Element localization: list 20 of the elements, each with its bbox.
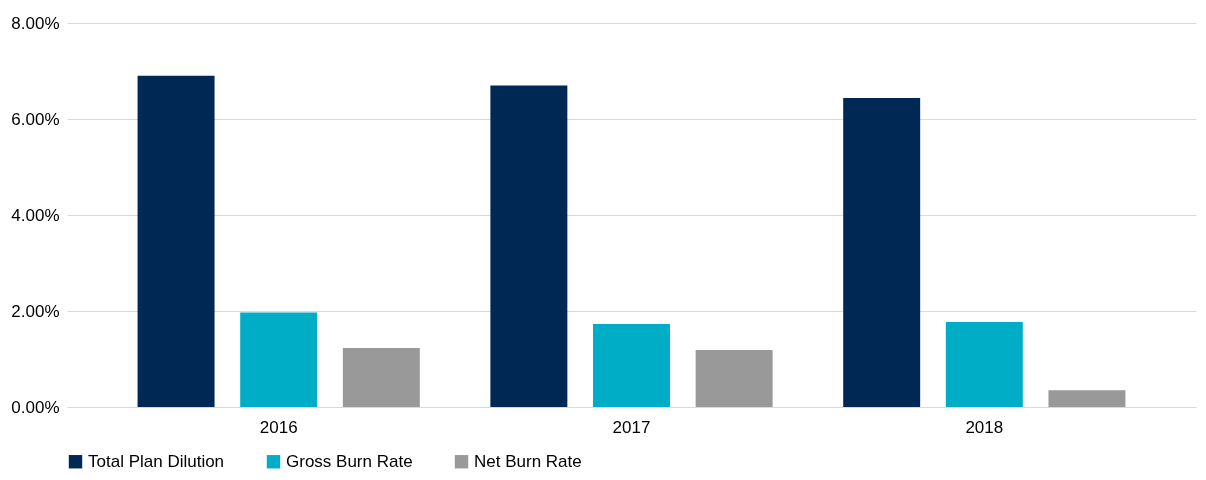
bar	[593, 323, 670, 407]
bar	[342, 347, 420, 407]
bar	[137, 75, 215, 407]
y-tick-label: 4.00%	[11, 205, 60, 225]
bar	[240, 312, 318, 407]
legend-label: Net Burn Rate	[474, 451, 582, 471]
y-tick-label: 2.00%	[11, 301, 60, 321]
bar	[843, 97, 921, 407]
legend-label: Gross Burn Rate	[286, 451, 413, 471]
y-tick-label: 6.00%	[11, 109, 60, 129]
x-tick-label: 2016	[259, 417, 298, 437]
x-tick-label: 2017	[612, 417, 651, 437]
x-tick-label: 2018	[965, 417, 1004, 437]
bar	[945, 322, 1023, 407]
bar	[695, 349, 773, 407]
legend-label: Total Plan Dilution	[88, 451, 225, 471]
y-tick-label: 8.00%	[11, 13, 60, 33]
bar	[490, 85, 568, 407]
bar	[1048, 390, 1126, 407]
y-tick-label: 0.00%	[11, 397, 60, 417]
